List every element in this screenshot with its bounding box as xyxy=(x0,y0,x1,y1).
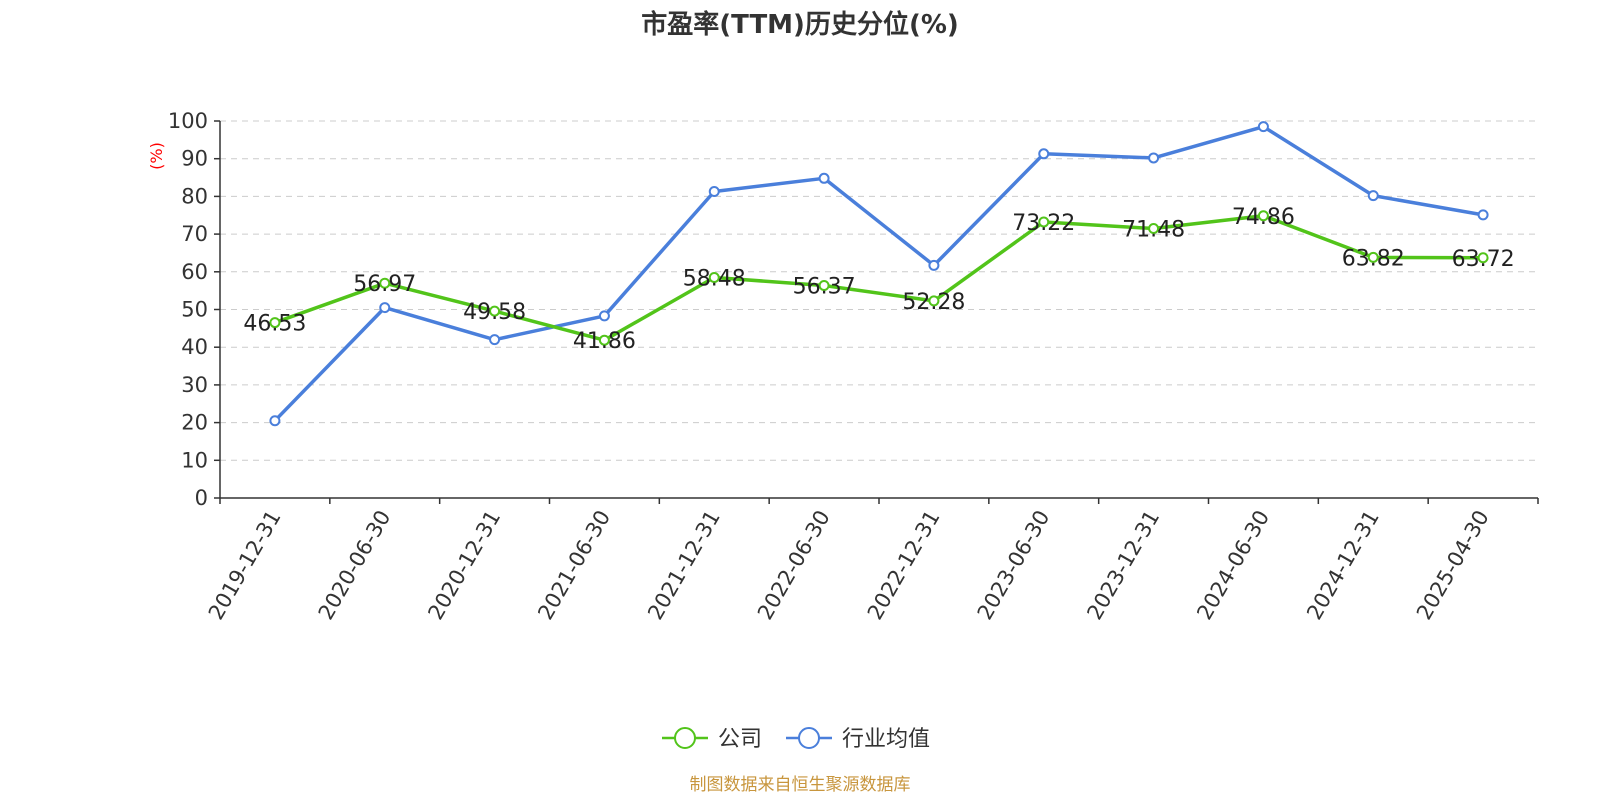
data-point[interactable] xyxy=(1257,210,1269,222)
y-tick-label: 60 xyxy=(181,260,208,284)
x-tick-label: 2020-12-31 xyxy=(423,506,505,624)
data-label: 41.86 xyxy=(573,329,636,354)
legend-marker-icon xyxy=(674,727,696,749)
data-point[interactable] xyxy=(1477,209,1489,221)
data-label: 73.22 xyxy=(1012,211,1075,236)
x-tick-label: 2022-12-31 xyxy=(863,506,945,624)
legend-label: 行业均值 xyxy=(842,727,930,752)
data-point[interactable] xyxy=(598,310,610,322)
legend[interactable]: 公司 行业均值 xyxy=(662,727,930,752)
data-point[interactable] xyxy=(928,259,940,271)
data-point[interactable] xyxy=(1148,223,1160,235)
data-label: 74.86 xyxy=(1232,205,1295,230)
series-line xyxy=(274,214,1484,342)
y-tick-label: 10 xyxy=(181,448,208,472)
data-label: 63.82 xyxy=(1342,246,1405,271)
data-point[interactable] xyxy=(269,317,281,329)
series xyxy=(269,121,1489,427)
data-label: 58.48 xyxy=(683,267,746,292)
data-point[interactable] xyxy=(1477,252,1489,264)
data-point[interactable] xyxy=(1148,152,1160,164)
x-tick-label: 2025-04-30 xyxy=(1412,506,1494,624)
x-tick-label: 2021-12-31 xyxy=(643,506,725,624)
x-tick-label: 2019-12-31 xyxy=(204,506,286,624)
data-point[interactable] xyxy=(489,305,501,317)
y-tick-label: 40 xyxy=(181,335,208,359)
data-point[interactable] xyxy=(818,172,830,184)
y-tick-label: 90 xyxy=(181,147,208,171)
data-label: 56.37 xyxy=(793,274,856,299)
x-tick-label: 2023-06-30 xyxy=(973,506,1055,624)
x-tick-label: 2023-12-31 xyxy=(1082,506,1164,624)
y-tick-label: 100 xyxy=(168,109,208,133)
data-point[interactable] xyxy=(489,334,501,346)
legend-marker-icon xyxy=(798,727,820,749)
data-label: 71.48 xyxy=(1122,218,1185,243)
x-tick-label: 2022-06-30 xyxy=(753,506,835,624)
data-label: 52.28 xyxy=(902,290,965,315)
data-point[interactable] xyxy=(269,415,281,427)
legend-item[interactable]: 行业均值 xyxy=(786,727,930,752)
data-point[interactable] xyxy=(708,185,720,197)
data-point[interactable] xyxy=(818,279,830,291)
data-point[interactable] xyxy=(928,295,940,307)
y-tick-label: 70 xyxy=(181,222,208,246)
x-tick-label: 2021-06-30 xyxy=(533,506,615,624)
x-tick-label: 2024-06-30 xyxy=(1192,506,1274,624)
data-point[interactable] xyxy=(1038,148,1050,160)
data-point[interactable] xyxy=(379,277,391,289)
data-label: 63.72 xyxy=(1452,247,1515,272)
y-tick-label: 80 xyxy=(181,184,208,208)
axes: 0 10 20 30 40 50 60 70 80 90 100 2019-12-31 2020-06-… xyxy=(168,109,1539,624)
data-point[interactable] xyxy=(379,302,391,314)
data-labels: 46.53 56.97 49.58 41.86 58.48 56.37 52.28 73.22… xyxy=(243,205,1514,354)
y-tick-label: 50 xyxy=(181,298,208,322)
data-label: 46.53 xyxy=(243,312,306,337)
source-note: 制图数据来自恒生聚源数据库 xyxy=(690,775,911,795)
data-label: 56.97 xyxy=(353,272,416,297)
series-line xyxy=(273,124,1484,422)
data-point[interactable] xyxy=(1367,251,1379,263)
chart-title: 市盈率(TTM)历史分位(%) xyxy=(641,9,959,40)
y-tick-label: 20 xyxy=(181,411,208,435)
legend-item[interactable]: 公司 xyxy=(662,727,762,752)
data-point[interactable] xyxy=(1367,190,1379,202)
data-point[interactable] xyxy=(598,334,610,346)
data-point[interactable] xyxy=(708,272,720,284)
x-tick-label: 2020-06-30 xyxy=(314,506,396,624)
legend-label: 公司 xyxy=(718,727,762,752)
data-label: 49.58 xyxy=(463,300,526,325)
y-tick-label: 30 xyxy=(181,373,208,397)
y-tick-label: 0 xyxy=(195,486,208,510)
y-axis-label: (%) xyxy=(147,142,166,170)
x-tick-label: 2024-12-31 xyxy=(1302,506,1384,624)
data-point[interactable] xyxy=(1038,216,1050,228)
data-point[interactable] xyxy=(1257,121,1269,133)
